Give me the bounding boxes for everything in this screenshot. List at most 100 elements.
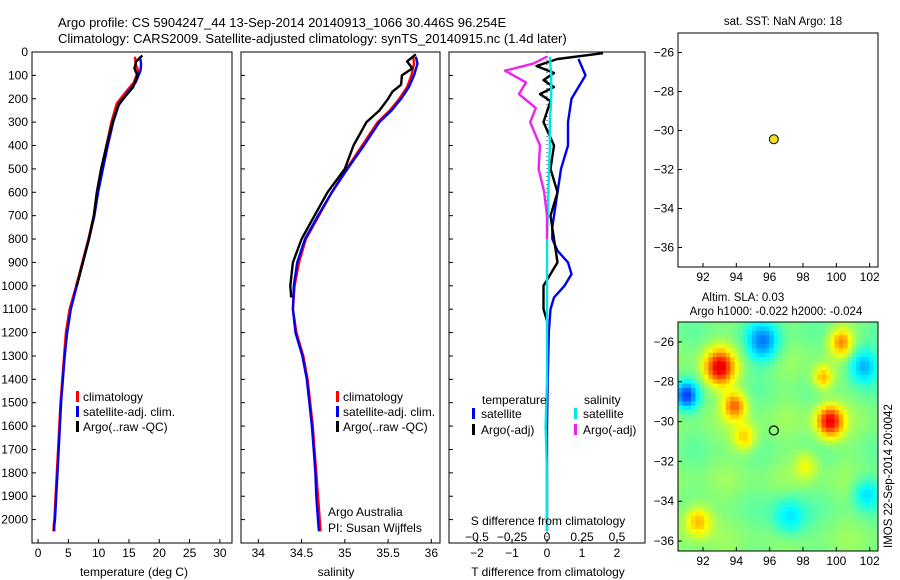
sla-heatmap-cell	[782, 440, 788, 446]
sla-heatmap-cell	[847, 524, 853, 530]
sla-heatmap-cell	[804, 392, 809, 398]
sla-heatmap-cell	[791, 484, 796, 490]
sla-heatmap-cell	[791, 392, 796, 398]
salinity-diff-tick-label: 0.25	[570, 530, 594, 544]
sla-heatmap-cell	[699, 506, 705, 512]
sla-heatmap-cell	[773, 326, 779, 332]
sla-heatmap-cell	[760, 357, 766, 363]
sla-map-y-tick-label: −34	[654, 494, 675, 508]
sla-heatmap-cell	[738, 476, 744, 481]
sla-heatmap-cell	[725, 528, 731, 534]
sla-heatmap-cell	[834, 524, 840, 530]
sla-heatmap-cell	[721, 423, 727, 429]
sla-heatmap-cell	[825, 379, 831, 385]
sla-heatmap-cell	[808, 533, 814, 539]
difference-legend-label: Argo(-adj)	[583, 423, 636, 437]
sla-heatmap-cell	[873, 339, 879, 345]
sla-heatmap-cell	[704, 322, 709, 327]
sla-heatmap-cell	[856, 493, 862, 499]
sla-heatmap-cell	[764, 414, 770, 420]
sla-heatmap-cell	[843, 432, 848, 437]
sla-heatmap-cell	[695, 515, 701, 521]
sla-heatmap-cell	[830, 484, 835, 490]
sst-map-y-tick-label: −34	[654, 202, 675, 216]
sla-heatmap-cell	[734, 388, 740, 393]
sla-heatmap-cell	[786, 515, 792, 521]
sla-heatmap-cell	[691, 458, 696, 464]
sla-heatmap-cell	[851, 423, 857, 429]
sla-heatmap-cell	[764, 401, 770, 407]
sla-heatmap-cell	[864, 418, 870, 424]
sla-heatmap-cell	[778, 330, 783, 336]
sla-heatmap-cell	[678, 449, 683, 455]
sla-heatmap-cell	[708, 467, 714, 473]
sla-heatmap-cell	[795, 546, 801, 552]
sla-heatmap-cell	[778, 322, 783, 327]
sla-heatmap-cell	[678, 370, 683, 376]
sla-heatmap-cell	[864, 410, 870, 415]
sla-heatmap-cell	[678, 440, 683, 446]
sla-heatmap-cell	[817, 335, 822, 341]
sla-heatmap-cell	[738, 489, 744, 495]
sla-heatmap-cell	[738, 498, 744, 503]
sla-heatmap-cell	[830, 330, 835, 336]
sla-heatmap-cell	[760, 511, 766, 517]
sla-heatmap-cell	[799, 401, 805, 407]
sla-heatmap-cell	[851, 506, 857, 512]
sla-heatmap-cell	[773, 520, 779, 525]
sla-heatmap-cell	[704, 476, 709, 481]
sla-heatmap-cell	[808, 335, 814, 341]
sla-heatmap-cell	[778, 537, 783, 543]
sla-heatmap-cell	[873, 520, 879, 525]
sla-heatmap-cell	[747, 449, 753, 455]
depth-tick-label: 1400	[1, 372, 28, 386]
sla-heatmap-cell	[695, 533, 701, 539]
sla-heatmap-cell	[834, 533, 840, 539]
sla-heatmap-cell	[843, 511, 848, 517]
sla-heatmap-cell	[769, 339, 775, 345]
sla-heatmap-cell	[799, 502, 805, 508]
sla-heatmap-cell	[725, 383, 731, 389]
sla-heatmap-cell	[804, 467, 809, 473]
sla-heatmap-cell	[699, 423, 705, 429]
sla-map-title-line2: Argo h1000: -0.022 h2000: -0.024	[690, 306, 863, 318]
sla-heatmap-cell	[756, 515, 762, 521]
sla-heatmap-cell	[825, 383, 831, 389]
sst-map-x-tick-label: 100	[826, 270, 846, 284]
sla-heatmap-cell	[743, 537, 748, 543]
sla-heatmap-cell	[760, 498, 766, 503]
sla-heatmap-cell	[847, 506, 853, 512]
sla-heatmap-cell	[704, 511, 709, 517]
sla-heatmap-cell	[860, 520, 866, 525]
sla-heatmap-cell	[725, 542, 731, 547]
sla-heatmap-cell	[799, 379, 805, 385]
sla-heatmap-cell	[760, 330, 766, 336]
sla-heatmap-cell	[778, 436, 783, 442]
sla-heatmap-cell	[869, 326, 875, 332]
sla-heatmap-cell	[791, 418, 796, 424]
sla-heatmap-cell	[778, 467, 783, 473]
sla-heatmap-cell	[778, 427, 783, 433]
sla-heatmap-cell	[782, 542, 788, 547]
sla-heatmap-cell	[821, 467, 827, 473]
sla-heatmap-cell	[708, 414, 714, 420]
sla-heatmap-cell	[717, 511, 722, 517]
sla-heatmap-cell	[869, 335, 875, 341]
sla-heatmap-cell	[686, 335, 692, 341]
sla-heatmap-cell	[786, 410, 792, 415]
sla-heatmap-cell	[808, 339, 814, 345]
sla-heatmap-cell	[738, 410, 744, 415]
sla-heatmap-cell	[686, 330, 692, 336]
sla-heatmap-cell	[873, 467, 879, 473]
sla-heatmap-cell	[795, 515, 801, 521]
sla-heatmap-cell	[721, 471, 727, 477]
sla-heatmap-cell	[782, 489, 788, 495]
sla-heatmap-cell	[717, 423, 722, 429]
sla-heatmap-cell	[773, 418, 779, 424]
sla-heatmap-cell	[782, 388, 788, 393]
sla-heatmap-cell	[825, 405, 831, 411]
sla-heatmap-cell	[782, 502, 788, 508]
sla-heatmap-cell	[734, 445, 740, 451]
sla-map-y-tick-label: −36	[654, 534, 675, 548]
sla-heatmap-cell	[682, 414, 688, 420]
